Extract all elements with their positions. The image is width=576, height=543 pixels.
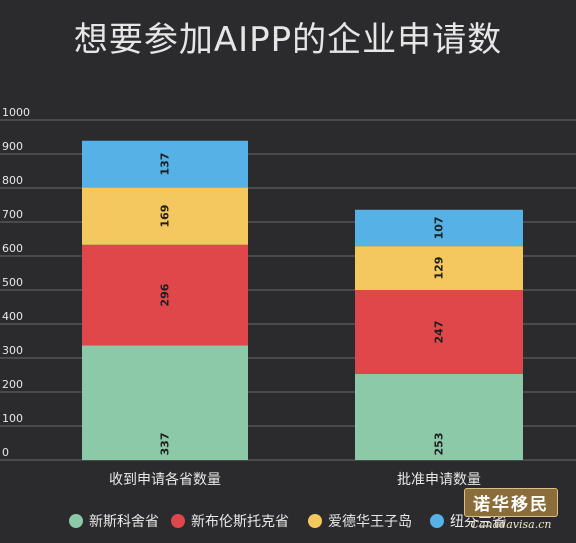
- bar-segment-1-0: [355, 373, 523, 460]
- watermark-subtext: Canadavisa.cn: [470, 518, 552, 531]
- category-label-0: 收到申请各省数量: [109, 472, 221, 488]
- bar-segment-1-2: [355, 246, 523, 290]
- bar-segment-1-1: [355, 290, 523, 374]
- bar-segment-1-3: [355, 209, 523, 247]
- legend-label-0: 新斯科舍省: [89, 514, 159, 530]
- category-labels: 收到申请各省数量 批准申请数量: [109, 472, 481, 488]
- y-tick-label-200: 200: [2, 378, 23, 391]
- y-axis-ticks: 0 100 200 300 400 500 600 700 800 900 1000: [2, 106, 30, 459]
- y-tick-label-800: 800: [2, 174, 23, 187]
- legend-label-1: 新布伦斯托克省: [191, 514, 289, 530]
- bar-segment-0-0: [82, 345, 248, 460]
- category-label-1: 批准申请数量: [397, 472, 481, 488]
- data-label-1-3: 107: [433, 216, 446, 239]
- chart-title: 想要参加AIPP的企业申请数: [73, 20, 503, 60]
- legend: 新斯科舍省 新布伦斯托克省 爱德华王子岛 纽芬兰省: [69, 514, 506, 530]
- y-tick-label-300: 300: [2, 344, 23, 357]
- data-label-0-0: 337: [159, 433, 172, 456]
- y-tick-label-700: 700: [2, 208, 23, 221]
- y-tick-label-100: 100: [2, 412, 23, 425]
- legend-label-3: 纽芬兰省: [450, 514, 506, 530]
- y-tick-label-1000: 1000: [2, 106, 30, 119]
- watermark-logo: 诺华移民 Canadavisa.cn: [464, 488, 558, 531]
- legend-marker-3: [430, 514, 444, 528]
- data-label-1-0: 253: [433, 433, 446, 456]
- y-tick-label-500: 500: [2, 276, 23, 289]
- y-tick-label-600: 600: [2, 242, 23, 255]
- bar-segment-0-1: [82, 244, 248, 346]
- bars: [82, 140, 523, 460]
- data-label-1-1: 247: [433, 321, 446, 344]
- segment-labels: 337 296 169 137 253 247 129 107: [159, 153, 446, 456]
- data-label-0-3: 137: [159, 153, 172, 176]
- data-label-1-2: 129: [433, 257, 446, 280]
- data-label-0-2: 169: [159, 205, 172, 228]
- legend-marker-2: [308, 514, 322, 528]
- data-label-0-1: 296: [159, 283, 172, 306]
- legend-label-2: 爱德华王子岛: [328, 514, 412, 530]
- bar-segment-0-3: [82, 140, 248, 188]
- legend-marker-0: [69, 514, 83, 528]
- bar-segment-0-2: [82, 187, 248, 245]
- watermark-text: 诺华移民: [464, 488, 558, 517]
- y-tick-label-400: 400: [2, 310, 23, 323]
- y-tick-label-0: 0: [2, 446, 9, 459]
- legend-marker-1: [171, 514, 185, 528]
- y-tick-label-900: 900: [2, 140, 23, 153]
